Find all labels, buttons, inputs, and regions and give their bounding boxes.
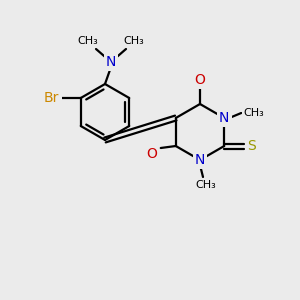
Text: CH₃: CH₃	[244, 108, 265, 118]
Text: CH₃: CH₃	[78, 36, 98, 46]
Text: O: O	[195, 73, 206, 87]
Text: N: N	[219, 111, 230, 125]
Text: N: N	[195, 153, 205, 167]
Text: Br: Br	[44, 91, 59, 105]
Text: O: O	[146, 147, 157, 161]
Text: S: S	[247, 139, 256, 153]
Text: N: N	[106, 55, 116, 69]
Text: CH₃: CH₃	[124, 36, 144, 46]
Text: CH₃: CH₃	[196, 180, 216, 190]
